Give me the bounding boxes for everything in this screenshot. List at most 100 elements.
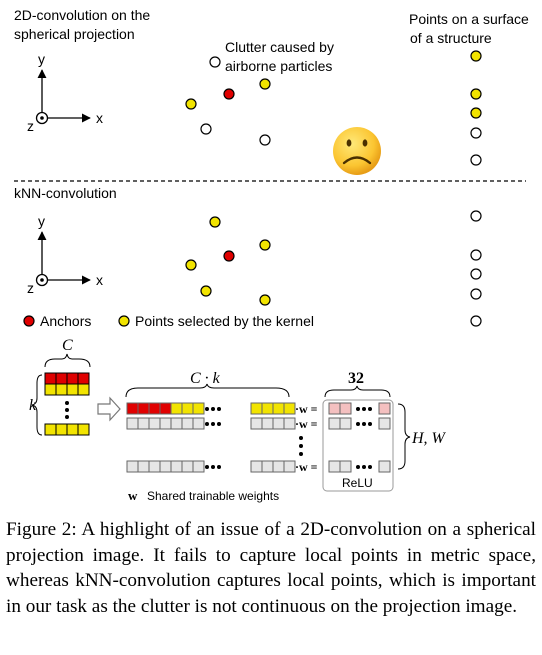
- shared-w-text: Shared trainable weights: [147, 489, 279, 503]
- point-yellow: [185, 98, 197, 110]
- bottom-axis-y-label: y: [38, 213, 45, 229]
- unfolded-cell-grey: [170, 460, 183, 473]
- output-block: 32 ReLU H, W: [322, 370, 447, 492]
- point-white: [470, 288, 482, 300]
- point-white: [470, 268, 482, 280]
- ellipsis-dot: [368, 465, 372, 469]
- point-yellow: [259, 239, 271, 251]
- unfolded-cell: [137, 402, 150, 415]
- output-cell: [378, 460, 391, 473]
- unfolded-cell: [159, 402, 172, 415]
- shared-w-symbol: w: [128, 488, 138, 503]
- point-yellow: [259, 294, 271, 306]
- point-yellow: [185, 259, 197, 271]
- bottom-axis-x-label: x: [96, 272, 103, 288]
- kernel-cell-yellow: [55, 423, 68, 436]
- kernel-cell-yellow: [66, 423, 79, 436]
- label-32: 32: [348, 370, 364, 387]
- figure-diagram: 2D-convolution on the spherical projecti…: [14, 7, 529, 503]
- point-white: [470, 210, 482, 222]
- unfolded-cell: [250, 402, 263, 415]
- top-axis-z-label: z: [27, 118, 34, 134]
- output-cell: [339, 460, 352, 473]
- unfolded-cell-grey: [283, 460, 296, 473]
- ellipsis-dot: [362, 407, 366, 411]
- unfolded-cell-grey: [181, 417, 194, 430]
- relu-label: ReLU: [342, 476, 373, 490]
- point-yellow: [470, 50, 482, 62]
- point-white: [470, 315, 482, 327]
- ellipsis-dot: [205, 407, 209, 411]
- unfolded-cell-grey: [126, 417, 139, 430]
- unfolded-matrix: C · k: [125, 370, 303, 473]
- kernel-block: C k: [29, 337, 91, 436]
- point-white: [200, 123, 212, 135]
- unfolded-cell-grey: [159, 417, 172, 430]
- ellipsis-dot: [368, 407, 372, 411]
- w-equals-row2: ·w =: [295, 417, 318, 431]
- point-white: [209, 56, 221, 68]
- unfolded-cell-grey: [137, 460, 150, 473]
- point-red: [223, 250, 235, 262]
- unfolded-cell-grey: [272, 417, 285, 430]
- ellipsis-dot: [217, 407, 221, 411]
- flow-arrow-icon: [97, 396, 121, 422]
- kernel-cell-red: [66, 372, 79, 385]
- ellipsis-dot: [211, 465, 215, 469]
- unfolded-cell-grey: [250, 417, 263, 430]
- unfolded-cell-grey: [126, 460, 139, 473]
- unfolded-cell: [283, 402, 296, 415]
- shared-weights-note: w Shared trainable weights: [128, 488, 279, 503]
- kernel-cell-red: [44, 372, 57, 385]
- ellipsis-dot: [217, 465, 221, 469]
- kernel-cell-red: [77, 372, 90, 385]
- ellipsis-dot: [356, 422, 360, 426]
- kernel-cell-yellow: [77, 423, 90, 436]
- ellipsis-dot: [368, 422, 372, 426]
- ellipsis-dot: [205, 465, 209, 469]
- ellipsis-dot: [362, 465, 366, 469]
- output-cell: [328, 460, 341, 473]
- point-yellow: [259, 78, 271, 90]
- w-equals-row3: ·w =: [295, 460, 318, 474]
- top-axis-y-label: y: [38, 51, 45, 67]
- bottom-axis-z-label: z: [27, 280, 34, 296]
- unfolded-cell-grey: [261, 417, 274, 430]
- ellipsis-dot: [211, 422, 215, 426]
- top-axis-x-label: x: [96, 110, 103, 126]
- point-white: [470, 154, 482, 166]
- unfolded-cell-grey: [137, 417, 150, 430]
- kernel-cell-red: [55, 372, 68, 385]
- unfolded-cell-grey: [250, 460, 263, 473]
- label-hw: H, W: [411, 430, 447, 447]
- output-cell: [328, 417, 341, 430]
- label-ck: C · k: [190, 370, 221, 387]
- unfolded-cell-grey: [261, 460, 274, 473]
- bottom-panel-title: kNN-convolution: [14, 185, 117, 201]
- unfolded-cell-grey: [148, 417, 161, 430]
- unfolded-cell: [126, 402, 139, 415]
- clutter-label-line2: airborne particles: [225, 58, 332, 74]
- kernel-cell-yellow: [77, 383, 90, 396]
- top-axes: y x z: [27, 51, 103, 134]
- surface-label-line2: of a structure: [410, 30, 492, 46]
- sad-face-icon: [333, 127, 381, 175]
- output-cell: [339, 417, 352, 430]
- unfolded-cell-grey: [159, 460, 172, 473]
- kernel-cell-yellow: [44, 423, 57, 436]
- unfolded-cell: [272, 402, 285, 415]
- legend: Anchors Points selected by the kernel: [23, 313, 314, 329]
- surface-label-line1: Points on a surface: [409, 11, 529, 27]
- ellipsis-dot: [362, 422, 366, 426]
- bottom-points: [185, 210, 482, 327]
- unfolded-cell: [148, 402, 161, 415]
- output-cell: [378, 402, 391, 415]
- ellipsis-dot: [211, 407, 215, 411]
- unfolded-cell-grey: [148, 460, 161, 473]
- kernel-cell-yellow: [66, 383, 79, 396]
- point-white: [259, 134, 271, 146]
- label-c: C: [62, 337, 73, 354]
- kernel-cell-yellow: [44, 383, 57, 396]
- point-white: [470, 249, 482, 261]
- legend-selected-marker: [118, 315, 130, 327]
